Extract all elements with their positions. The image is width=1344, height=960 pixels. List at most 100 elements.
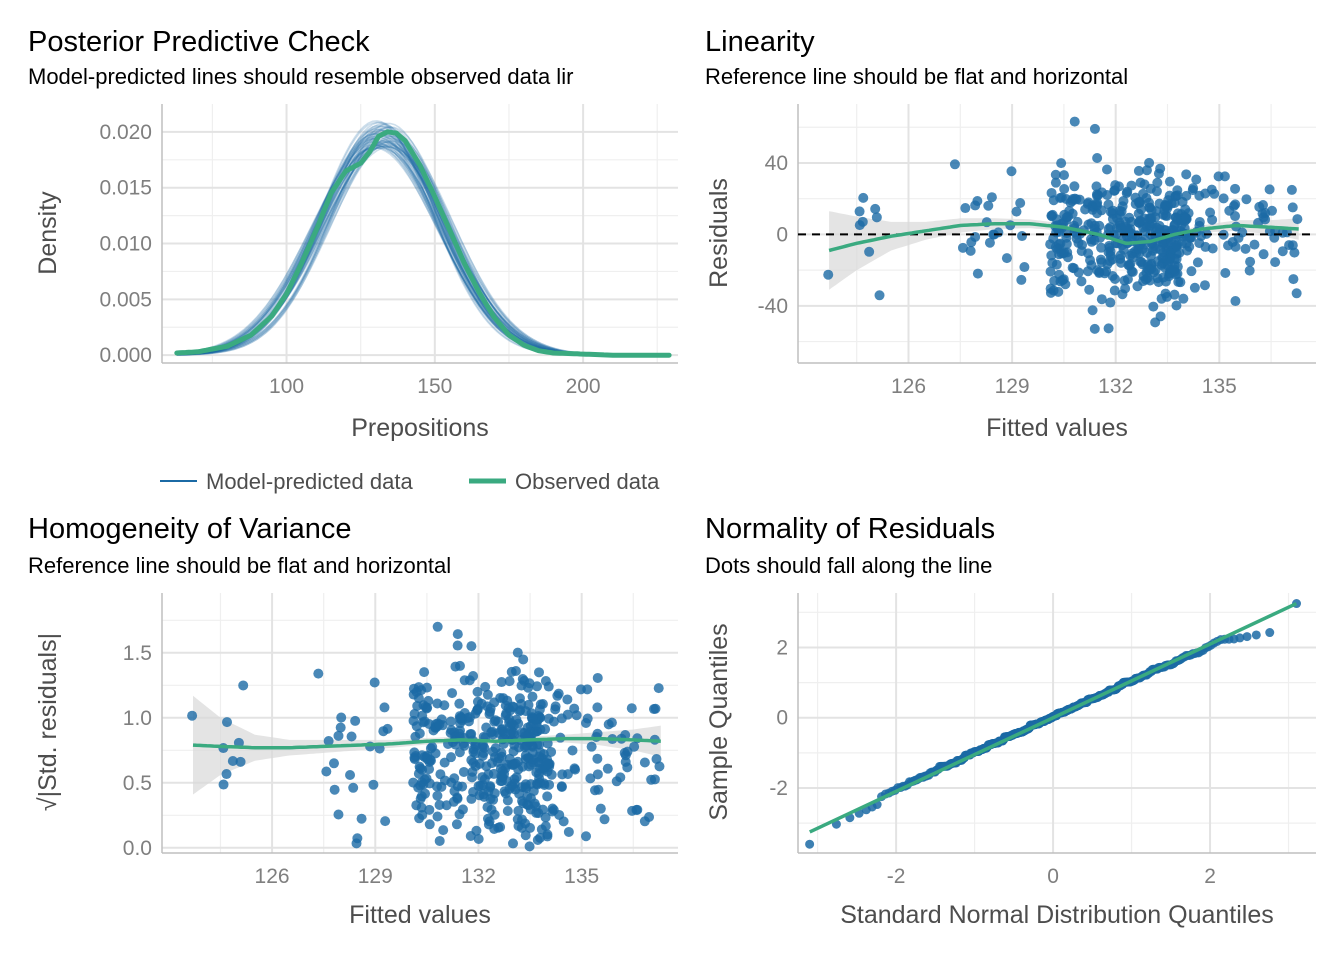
linearity-y-tick-label: 0 (776, 223, 788, 246)
homogeneity-point (530, 801, 541, 812)
homogeneity-point (504, 676, 515, 687)
homogeneity-point (454, 698, 465, 709)
homogeneity-y-tick-label: 1.0 (123, 707, 152, 730)
homogeneity-point (328, 758, 339, 769)
homogeneity-point (480, 681, 491, 692)
linearity-point (1189, 282, 1200, 293)
homogeneity-point (511, 772, 522, 783)
linearity-point (874, 290, 885, 301)
homogeneity-point (522, 791, 533, 802)
linearity-point (1124, 212, 1135, 223)
linearity-x-tick-label: 126 (891, 375, 926, 398)
homogeneity-point (457, 781, 468, 792)
homogeneity-point (567, 745, 578, 756)
linearity-point (1118, 195, 1129, 206)
homogeneity-point (458, 766, 469, 777)
linearity-point (1089, 323, 1100, 334)
homogeneity-point (466, 641, 477, 652)
linearity-point (1152, 177, 1163, 188)
homogeneity-x-tick-label: 129 (358, 865, 393, 888)
linearity-x-tick-label: 129 (995, 375, 1030, 398)
linearity-point (1096, 242, 1107, 253)
panel-normality: Normality of Residuals Dots should fall … (705, 513, 1316, 929)
homogeneity-point (513, 805, 524, 816)
ppc-y-axis-label: Density (34, 191, 62, 275)
homogeneity-point (563, 826, 574, 837)
homogeneity-point (425, 755, 436, 766)
homogeneity-point (419, 667, 430, 678)
homogeneity-point (352, 833, 363, 844)
ppc-title: Posterior Predictive Check (28, 26, 370, 58)
homogeneity-point (542, 791, 553, 802)
homogeneity-point (644, 812, 655, 823)
homogeneity-point (592, 753, 603, 764)
homogeneity-point (582, 713, 593, 724)
linearity-smooth-line (828, 221, 1299, 253)
linearity-point (1048, 233, 1059, 244)
linearity-point (1101, 164, 1112, 175)
homogeneity-point (500, 788, 511, 799)
homogeneity-point (543, 759, 554, 770)
homogeneity-point (558, 816, 569, 827)
linearity-point (1094, 220, 1105, 231)
homogeneity-point (629, 741, 640, 752)
homogeneity-point (486, 727, 497, 738)
ppc-y-tick-label: 0.020 (99, 121, 152, 144)
linearity-point (1016, 274, 1027, 285)
homogeneity-point (459, 740, 470, 751)
linearity-point (1181, 190, 1192, 201)
homogeneity-point (333, 730, 344, 741)
ppc-observed-line (174, 129, 672, 358)
linearity-point (1286, 184, 1297, 195)
homogeneity-confidence-band (193, 695, 661, 795)
linearity-point (1126, 180, 1137, 191)
linearity-point (1230, 296, 1241, 307)
panel-homogeneity: Homogeneity of Variance Reference line s… (28, 513, 678, 929)
linearity-point (983, 200, 994, 211)
linearity-point (1291, 288, 1302, 299)
homogeneity-point (416, 791, 427, 802)
linearity-point (1199, 280, 1210, 291)
normality-y-axis-label: Sample Quantiles (705, 623, 733, 820)
homogeneity-title: Homogeneity of Variance (28, 513, 351, 545)
linearity-point (1187, 185, 1198, 196)
linearity-point (1109, 285, 1120, 296)
ppc-x-tick-label: 100 (269, 375, 304, 398)
homogeneity-point (313, 668, 324, 679)
linearity-y-tick-label: -40 (758, 295, 788, 318)
linearity-point (1082, 198, 1093, 209)
homogeneity-point (411, 721, 422, 732)
linearity-point (1051, 259, 1062, 270)
homogeneity-point (592, 702, 603, 713)
linearity-point (1185, 232, 1196, 243)
homogeneity-point (447, 688, 458, 699)
homogeneity-point (518, 654, 529, 665)
linearity-point (1151, 206, 1162, 217)
normality-point (1235, 633, 1245, 643)
linearity-y-axis-label: Residuals (705, 178, 733, 288)
homogeneity-point (424, 804, 435, 815)
homogeneity-point (368, 779, 379, 790)
linearity-point (1169, 289, 1180, 300)
homogeneity-y-tick-label: 0.0 (123, 837, 152, 860)
homogeneity-point (534, 773, 545, 784)
linearity-point (1241, 194, 1252, 205)
homogeneity-x-tick-label: 126 (255, 865, 290, 888)
linearity-point (1105, 297, 1116, 308)
homogeneity-point (599, 814, 610, 825)
homogeneity-point (419, 716, 430, 727)
homogeneity-point (548, 716, 559, 727)
homogeneity-point (593, 784, 604, 795)
normality-y-tick-label: 0 (776, 707, 788, 730)
linearity-point (858, 192, 869, 203)
homogeneity-point (467, 772, 478, 783)
homogeneity-point (221, 769, 232, 780)
linearity-point (870, 203, 881, 214)
homogeneity-point (527, 691, 538, 702)
homogeneity-point (502, 806, 513, 817)
homogeneity-point (631, 804, 642, 815)
homogeneity-point (488, 794, 499, 805)
linearity-point (1096, 294, 1107, 305)
homogeneity-point (531, 719, 542, 730)
ppc-legend: Model-predicted data Observed data (160, 469, 660, 494)
